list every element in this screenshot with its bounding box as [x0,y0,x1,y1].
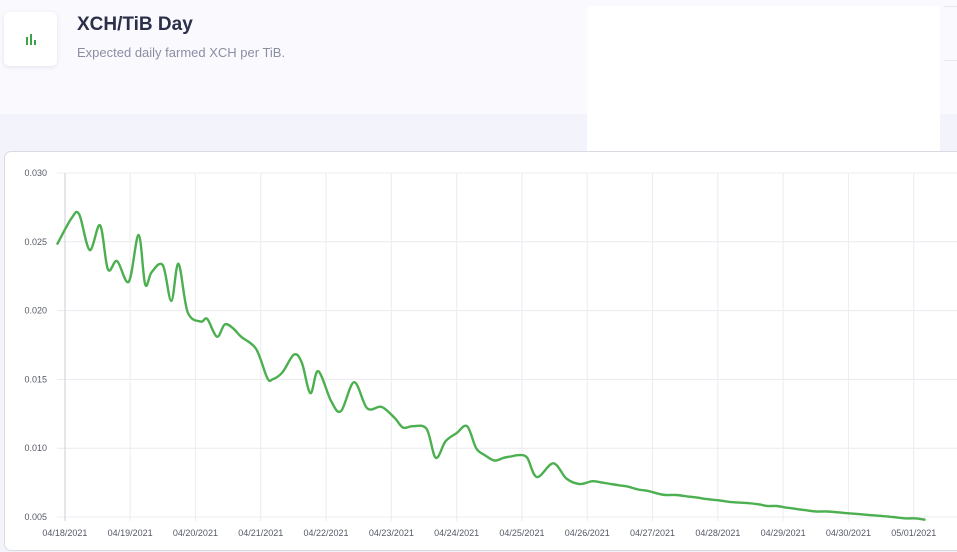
x-tick-label: 04/26/2021 [565,528,610,538]
y-tick-label: 0.005 [24,512,47,522]
chart-card: 0.030 0.025 0.020 0.015 0.010 0.005 04/18/2021… [4,151,957,551]
x-tick-label: 04/24/2021 [434,528,479,538]
x-tick-label: 04/18/2021 [42,528,87,538]
page-title: XCH/TiB Day [77,14,193,35]
y-tick-label: 0.020 [24,306,47,316]
chart-icon-card [4,12,57,66]
y-tick-label: 0.015 [24,374,47,384]
x-tick-label: 04/25/2021 [499,528,544,538]
series-line [55,210,926,521]
y-tick-label: 0.025 [24,237,47,247]
x-tick-label: 04/20/2021 [173,528,218,538]
x-tick-label: 04/23/2021 [369,528,414,538]
y-tick-label: 0.010 [24,443,47,453]
x-tick-label: 04/22/2021 [304,528,349,538]
x-tick-label: 04/28/2021 [695,528,740,538]
y-tick-label: 0.030 [24,168,47,178]
bar-chart-icon [25,34,36,45]
edge-divider [944,0,957,114]
x-tick-label: 04/29/2021 [761,528,806,538]
line-chart: 0.030 0.025 0.020 0.015 0.010 0.005 04/18/2021… [24,168,957,538]
x-tick-label: 04/27/2021 [630,528,675,538]
x-tick-label: 04/21/2021 [238,528,283,538]
blank-panel [587,6,940,151]
x-tick-label: 05/01/2021 [891,528,936,538]
page-subtitle: Expected daily farmed XCH per TiB. [77,45,286,60]
x-tick-label: 04/30/2021 [826,528,871,538]
x-tick-label: 04/19/2021 [108,528,153,538]
